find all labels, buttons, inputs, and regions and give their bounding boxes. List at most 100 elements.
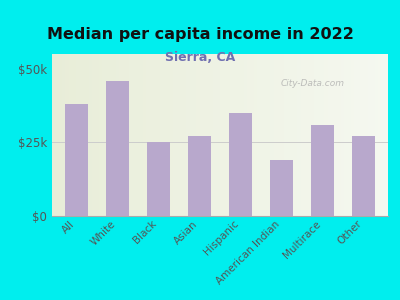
Bar: [334, 54, 338, 216]
Bar: [321, 54, 324, 216]
Bar: [112, 54, 116, 216]
Bar: [66, 54, 69, 216]
Bar: [344, 54, 348, 216]
Bar: [106, 54, 109, 216]
Bar: [119, 54, 122, 216]
Bar: [297, 54, 301, 216]
Bar: [170, 54, 173, 216]
Bar: [324, 54, 328, 216]
Bar: [257, 54, 260, 216]
Bar: [381, 54, 385, 216]
Bar: [166, 54, 170, 216]
Bar: [378, 54, 381, 216]
Bar: [136, 54, 139, 216]
Bar: [311, 54, 314, 216]
Bar: [314, 54, 318, 216]
Bar: [143, 54, 146, 216]
Bar: [65, 104, 88, 216]
Bar: [190, 54, 193, 216]
Bar: [385, 54, 388, 216]
Bar: [354, 54, 358, 216]
Bar: [260, 54, 264, 216]
Bar: [153, 54, 156, 216]
Bar: [223, 54, 227, 216]
Bar: [220, 54, 223, 216]
Bar: [374, 54, 378, 216]
Bar: [76, 54, 79, 216]
Bar: [193, 54, 196, 216]
Bar: [102, 54, 106, 216]
Bar: [139, 54, 143, 216]
Bar: [52, 54, 55, 216]
Bar: [62, 54, 66, 216]
Bar: [331, 54, 334, 216]
Bar: [264, 54, 267, 216]
Bar: [254, 54, 257, 216]
Bar: [122, 54, 126, 216]
Bar: [210, 54, 213, 216]
Bar: [217, 54, 220, 216]
Bar: [341, 54, 344, 216]
Bar: [200, 54, 203, 216]
Bar: [318, 54, 321, 216]
Text: Sierra, CA: Sierra, CA: [165, 51, 235, 64]
Bar: [227, 54, 230, 216]
Bar: [270, 54, 274, 216]
Bar: [277, 54, 280, 216]
Bar: [146, 54, 150, 216]
Bar: [160, 54, 163, 216]
Text: City-Data.com: City-Data.com: [280, 79, 344, 88]
Bar: [270, 160, 293, 216]
Bar: [244, 54, 247, 216]
Bar: [86, 54, 89, 216]
Bar: [240, 54, 244, 216]
Bar: [361, 54, 364, 216]
Bar: [206, 54, 210, 216]
Bar: [247, 54, 250, 216]
Bar: [106, 80, 129, 216]
Bar: [129, 54, 133, 216]
Bar: [92, 54, 96, 216]
Bar: [173, 54, 176, 216]
Bar: [351, 54, 354, 216]
Bar: [133, 54, 136, 216]
Bar: [267, 54, 270, 216]
Bar: [234, 54, 237, 216]
Bar: [96, 54, 99, 216]
Bar: [311, 125, 334, 216]
Bar: [290, 54, 294, 216]
Bar: [280, 54, 284, 216]
Bar: [116, 54, 119, 216]
Bar: [250, 54, 254, 216]
Bar: [274, 54, 277, 216]
Bar: [72, 54, 76, 216]
Bar: [352, 136, 375, 216]
Bar: [371, 54, 374, 216]
Bar: [196, 54, 200, 216]
Bar: [82, 54, 86, 216]
Bar: [163, 54, 166, 216]
Bar: [338, 54, 341, 216]
Bar: [150, 54, 153, 216]
Bar: [69, 54, 72, 216]
Bar: [156, 54, 160, 216]
Bar: [364, 54, 368, 216]
Text: Median per capita income in 2022: Median per capita income in 2022: [46, 27, 354, 42]
Bar: [328, 54, 331, 216]
Bar: [348, 54, 351, 216]
Bar: [180, 54, 183, 216]
Bar: [358, 54, 361, 216]
Bar: [89, 54, 92, 216]
Bar: [213, 54, 217, 216]
Bar: [183, 54, 186, 216]
Bar: [186, 54, 190, 216]
Bar: [287, 54, 290, 216]
Bar: [304, 54, 307, 216]
Bar: [99, 54, 102, 216]
Bar: [230, 54, 234, 216]
Bar: [307, 54, 311, 216]
Bar: [203, 54, 206, 216]
Bar: [368, 54, 371, 216]
Bar: [229, 113, 252, 216]
Bar: [79, 54, 82, 216]
